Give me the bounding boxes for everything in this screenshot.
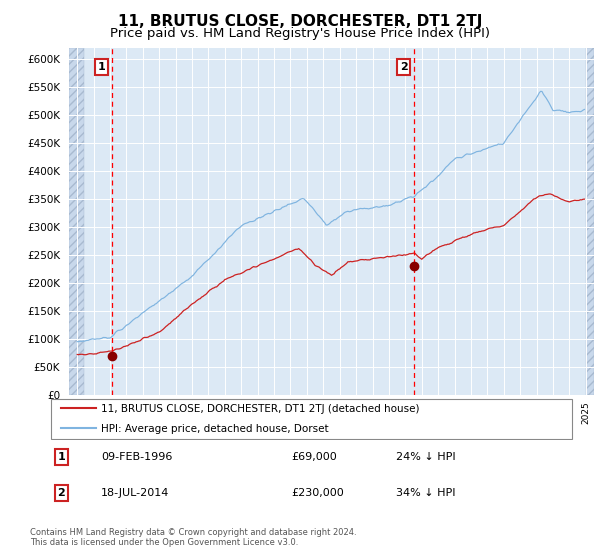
Text: 18-JUL-2014: 18-JUL-2014	[101, 488, 169, 498]
Text: £230,000: £230,000	[291, 488, 344, 498]
Text: 11, BRUTUS CLOSE, DORCHESTER, DT1 2TJ: 11, BRUTUS CLOSE, DORCHESTER, DT1 2TJ	[118, 14, 482, 29]
Text: £69,000: £69,000	[291, 452, 337, 462]
Text: 2: 2	[58, 488, 65, 498]
Text: 1: 1	[58, 452, 65, 462]
Text: 2: 2	[400, 62, 407, 72]
FancyBboxPatch shape	[50, 399, 572, 439]
Text: HPI: Average price, detached house, Dorset: HPI: Average price, detached house, Dors…	[101, 424, 328, 434]
Text: 24% ↓ HPI: 24% ↓ HPI	[397, 452, 456, 462]
Text: Contains HM Land Registry data © Crown copyright and database right 2024.
This d: Contains HM Land Registry data © Crown c…	[30, 528, 356, 547]
Text: Price paid vs. HM Land Registry's House Price Index (HPI): Price paid vs. HM Land Registry's House …	[110, 27, 490, 40]
Text: 1: 1	[98, 62, 106, 72]
Text: 09-FEB-1996: 09-FEB-1996	[101, 452, 172, 462]
Text: 34% ↓ HPI: 34% ↓ HPI	[397, 488, 456, 498]
Text: 11, BRUTUS CLOSE, DORCHESTER, DT1 2TJ (detached house): 11, BRUTUS CLOSE, DORCHESTER, DT1 2TJ (d…	[101, 404, 419, 414]
